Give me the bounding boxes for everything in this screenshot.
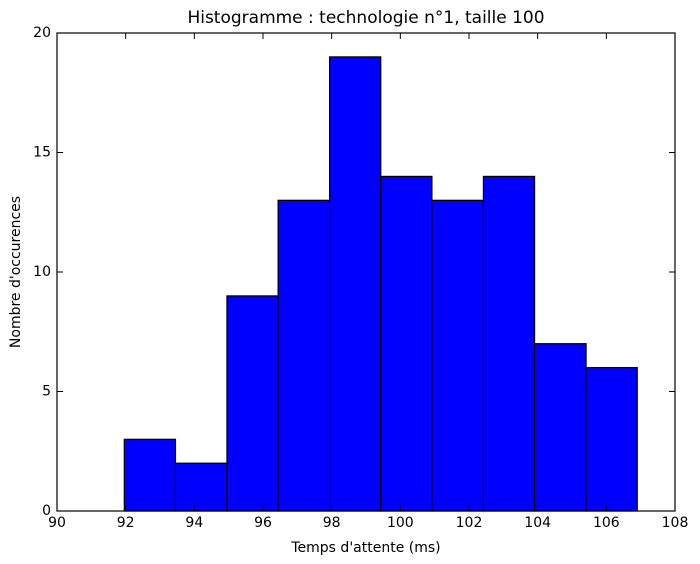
x-tick-label: 106 [593, 515, 620, 531]
bar [123, 438, 177, 512]
y-tick-label: 0 [42, 503, 51, 519]
x-tick-label: 96 [254, 515, 272, 531]
x-tick-label: 90 [48, 515, 66, 531]
x-tick-label: 100 [387, 515, 414, 531]
bar [226, 295, 279, 512]
bar [174, 462, 228, 512]
y-tick-label: 20 [33, 25, 51, 41]
bar [533, 343, 587, 512]
bar [585, 367, 638, 512]
bar [329, 56, 382, 512]
x-tick-label: 108 [662, 515, 689, 531]
x-tick-label: 94 [185, 515, 203, 531]
x-tick-label: 104 [524, 515, 551, 531]
x-tick-label: 102 [456, 515, 483, 531]
y-tick-label: 10 [33, 264, 51, 280]
chart-title: Histogramme : technologie n°1, taille 10… [187, 8, 544, 28]
y-axis-label: Nombre d'occurences [8, 196, 24, 348]
y-tick-label: 15 [33, 145, 51, 161]
x-tick-label: 98 [323, 515, 341, 531]
x-axis-label: Temps d'attente (ms) [290, 540, 440, 556]
x-tick-label: 92 [117, 515, 135, 531]
bar [482, 175, 536, 512]
bar [431, 199, 485, 512]
bar [380, 175, 433, 512]
y-tick-label: 5 [42, 384, 51, 400]
bar [277, 199, 331, 512]
